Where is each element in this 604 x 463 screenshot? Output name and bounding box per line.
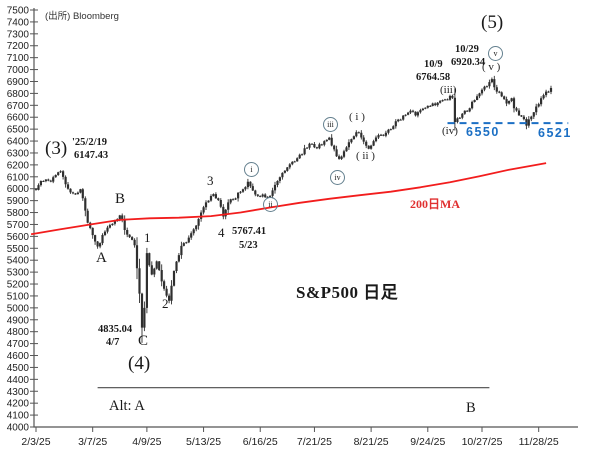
minor-iv-label: (iv): [442, 125, 458, 137]
source-label: (出所) Bloomberg: [45, 11, 119, 22]
low-c-date: 4/7: [106, 337, 120, 348]
y-tick-label: 6000: [7, 184, 30, 195]
circled-iii-label: iii: [323, 117, 338, 132]
wave3-label: (3): [45, 138, 68, 159]
wave-b-label: B: [115, 191, 126, 207]
wave-a-label: A: [96, 250, 107, 266]
y-tick-label: 5300: [7, 268, 30, 279]
y-tick-label: 5900: [7, 196, 30, 207]
sub1-label: 1: [144, 230, 151, 245]
y-tick-label: 5700: [7, 220, 30, 231]
peak1-price: 6764.58: [416, 72, 451, 83]
y-tick-label: 4400: [7, 375, 30, 386]
level-6521-label: 6521: [538, 126, 572, 140]
peak2-date: 10/29: [455, 44, 479, 55]
y-tick-label: 5400: [7, 256, 30, 267]
x-tick-label: 3/7/25: [78, 436, 107, 448]
y-tick-label: 6300: [7, 148, 30, 159]
x-tick-label: 5/13/25: [186, 436, 221, 448]
y-tick-label: 4800: [7, 327, 30, 338]
y-tick-label: 4700: [7, 339, 30, 350]
y-tick-label: 5200: [7, 280, 30, 291]
y-tick-label: 4200: [7, 399, 30, 410]
minor-iii-label: (iii): [440, 84, 457, 96]
x-tick-label: 2/3/25: [21, 436, 50, 448]
alt-a-label: Alt: A: [109, 398, 145, 414]
low-c-price: 4835.04: [98, 324, 133, 335]
x-tick-label: 10/27/25: [462, 436, 503, 448]
x-tick-label: 9/24/25: [410, 436, 445, 448]
x-tick-label: 6/16/25: [243, 436, 278, 448]
y-tick-label: 5500: [7, 244, 30, 255]
y-tick-label: 6800: [7, 89, 30, 100]
y-tick-label: 5800: [7, 208, 30, 219]
y-tick-label: 7400: [7, 17, 30, 28]
y-tick-label: 4500: [7, 363, 30, 374]
circled-i-label: i: [244, 162, 259, 177]
wave-c-label: C: [138, 333, 149, 349]
ma200-label: 200日MA: [410, 197, 460, 211]
minor-i-label: ( i ): [349, 111, 365, 123]
circled-v-label: v: [488, 46, 503, 61]
low4-date: 5/23: [239, 240, 258, 251]
circled-ii-label: ii: [263, 197, 278, 212]
y-tick-label: 6500: [7, 125, 30, 136]
candle-wicks: [35, 75, 552, 343]
y-tick-label: 5100: [7, 291, 30, 302]
y-tick-label: 6200: [7, 160, 30, 171]
y-tick-label: 6100: [7, 172, 30, 183]
x-tick-label: 7/21/25: [297, 436, 332, 448]
level-6550-label: 6550: [466, 125, 500, 139]
y-tick-label: 5000: [7, 303, 30, 314]
minor-ii-label: ( ii ): [356, 150, 375, 162]
y-tick-label: 6600: [7, 113, 30, 124]
wave3-date: '25/2/19: [72, 137, 108, 148]
minor-v-label: ( v ): [482, 61, 501, 73]
sub3-label: 3: [207, 173, 214, 188]
y-tick-label: 7500: [7, 6, 30, 17]
alt-b-label: B: [466, 400, 476, 416]
peak2-price: 6920.34: [451, 57, 486, 68]
y-tick-label: 7300: [7, 29, 30, 40]
y-tick-label: 4900: [7, 315, 30, 326]
y-tick-label: 4300: [7, 387, 30, 398]
y-tick-label: 7200: [7, 41, 30, 52]
circled-iv-label: iv: [330, 170, 345, 185]
y-tick-label: 6700: [7, 101, 30, 112]
y-tick-label: 6400: [7, 137, 30, 148]
y-tick-label: 7100: [7, 53, 30, 64]
y-tick-label: 4600: [7, 351, 30, 362]
y-tick-label: 5600: [7, 232, 30, 243]
low4-price: 5767.41: [232, 226, 267, 237]
ma200-line: [30, 162, 547, 236]
sub2-label: 2: [162, 296, 169, 311]
wave4-label: (4): [128, 353, 151, 374]
wave5-label: (5): [481, 12, 504, 33]
wave3-price: 6147.43: [74, 150, 109, 161]
y-tick-label: 4100: [7, 411, 30, 422]
x-tick-label: 8/21/25: [354, 436, 389, 448]
chart-title: S&P500 日足: [296, 283, 399, 302]
y-tick-label: 6900: [7, 77, 30, 88]
x-tick-label: 11/28/25: [519, 436, 559, 448]
peak1-date: 10/9: [424, 59, 443, 70]
x-tick-label: 4/9/25: [132, 436, 161, 448]
sub4-label: 4: [218, 225, 225, 240]
y-tick-label: 4000: [7, 423, 30, 434]
y-tick-label: 7000: [7, 65, 30, 76]
